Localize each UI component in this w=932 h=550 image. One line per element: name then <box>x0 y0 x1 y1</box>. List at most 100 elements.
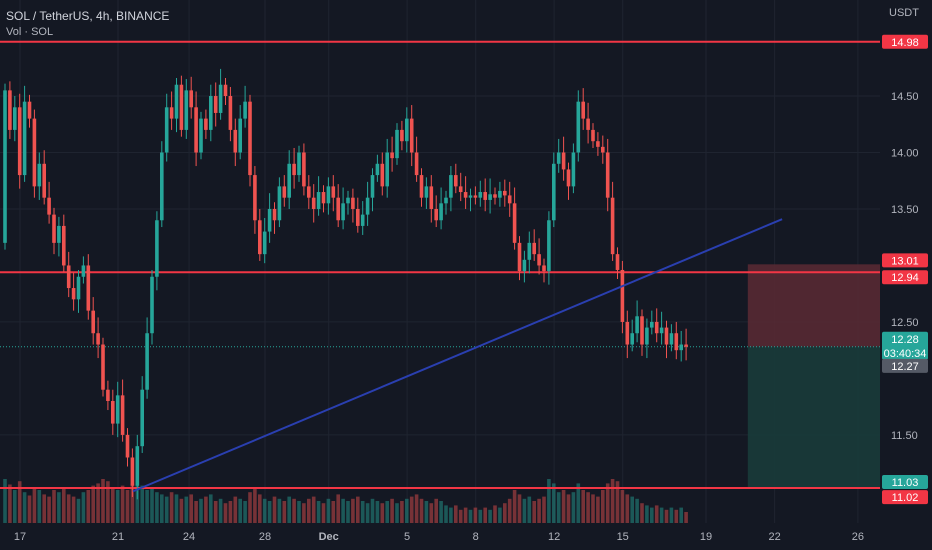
candle-body <box>669 333 674 345</box>
volume-bar <box>321 503 326 523</box>
candle <box>292 147 296 189</box>
candle-body <box>297 152 301 176</box>
volume-bar <box>429 503 434 523</box>
time-tick-label: 21 <box>112 531 124 543</box>
price-tick-label: 12.50 <box>891 317 919 329</box>
candle-body <box>32 118 37 187</box>
volume-bar <box>27 495 32 523</box>
volume-bar <box>375 501 380 523</box>
candle <box>81 256 86 284</box>
candle-body <box>659 327 664 334</box>
volume-bar <box>493 505 497 523</box>
candle <box>493 187 497 205</box>
candle-body <box>537 254 541 266</box>
volume-bar <box>184 496 189 523</box>
candle-body <box>262 231 267 255</box>
volume-bar <box>341 498 345 523</box>
candle-body <box>66 265 71 289</box>
candle <box>414 136 419 182</box>
candle <box>620 260 625 334</box>
volume-bar <box>356 496 360 523</box>
candle-body <box>610 197 615 255</box>
candle-body <box>532 242 536 255</box>
candle-body <box>316 192 321 209</box>
volume-bar <box>463 507 468 523</box>
price-tag: 12.27 <box>882 358 928 373</box>
candle-body <box>458 186 463 193</box>
price-tag-bg <box>882 270 928 285</box>
candle <box>527 231 532 274</box>
volume-indicator-label[interactable]: Vol · SOL <box>6 26 54 38</box>
candle <box>71 272 76 311</box>
candle <box>272 202 277 234</box>
price-tag-label: 12.94 <box>891 272 919 284</box>
trendline[interactable] <box>132 218 783 493</box>
candle <box>615 247 620 280</box>
candle <box>424 177 429 209</box>
candle-body <box>640 316 644 345</box>
candle <box>326 177 331 215</box>
volume-bar <box>238 498 242 523</box>
candle <box>356 197 360 233</box>
volume-bar <box>346 501 350 523</box>
candle-body <box>552 163 556 221</box>
volume-bar <box>169 492 174 523</box>
candle-body <box>483 192 487 200</box>
candle <box>370 168 375 212</box>
volume-bar <box>454 505 458 523</box>
volume-bar <box>360 501 365 523</box>
candle <box>650 310 654 335</box>
candle-body <box>439 203 443 221</box>
candle-body <box>238 118 242 153</box>
candle <box>395 123 399 165</box>
time-tick-label: 22 <box>768 531 780 543</box>
candle-body <box>223 84 228 97</box>
volume-bar <box>292 498 296 523</box>
candle-body <box>360 214 365 226</box>
candle-body <box>86 265 91 311</box>
candle <box>140 376 144 453</box>
candle <box>547 211 551 285</box>
candle-body <box>488 194 492 200</box>
candle-body <box>434 208 438 221</box>
candle-body <box>184 90 189 130</box>
volume-bar <box>277 498 282 523</box>
volume-bar <box>424 501 429 523</box>
volume-bar <box>507 498 512 523</box>
price-tag: 12.94 <box>882 270 928 285</box>
symbol-title[interactable]: SOL / TetherUS, 4h, BINANCE <box>6 9 170 23</box>
take-profit-zone[interactable] <box>747 346 905 488</box>
candle <box>645 318 649 359</box>
candle-body <box>140 389 144 447</box>
candle <box>213 82 218 127</box>
volume-bar <box>223 503 228 523</box>
candle <box>449 166 453 212</box>
time-axis[interactable]: 17 21 24 28 Dec 5 8 12 15 19 22 26 <box>0 523 880 550</box>
candle <box>62 214 66 273</box>
stop-loss-zone[interactable] <box>747 264 905 347</box>
candle-body <box>287 163 291 198</box>
candle-body <box>645 327 649 345</box>
candle <box>556 138 561 173</box>
volume-bar <box>434 498 438 523</box>
candle <box>204 109 208 139</box>
trendline-layer[interactable] <box>132 218 783 493</box>
candle <box>375 154 380 182</box>
candle <box>331 175 336 212</box>
candle-body <box>605 152 610 198</box>
candle-body <box>189 90 193 108</box>
candle-body <box>331 186 336 198</box>
candle-body <box>380 163 385 187</box>
candle-body <box>591 129 595 142</box>
volume-bar <box>679 507 683 523</box>
candle-body <box>120 395 125 435</box>
candle-body <box>8 90 12 130</box>
volume-bar <box>62 487 66 523</box>
candle <box>635 300 639 343</box>
candle-body <box>454 175 458 187</box>
candle <box>478 180 483 207</box>
candle <box>238 105 242 160</box>
volume-bar <box>326 498 331 523</box>
volume-bar <box>351 498 355 523</box>
